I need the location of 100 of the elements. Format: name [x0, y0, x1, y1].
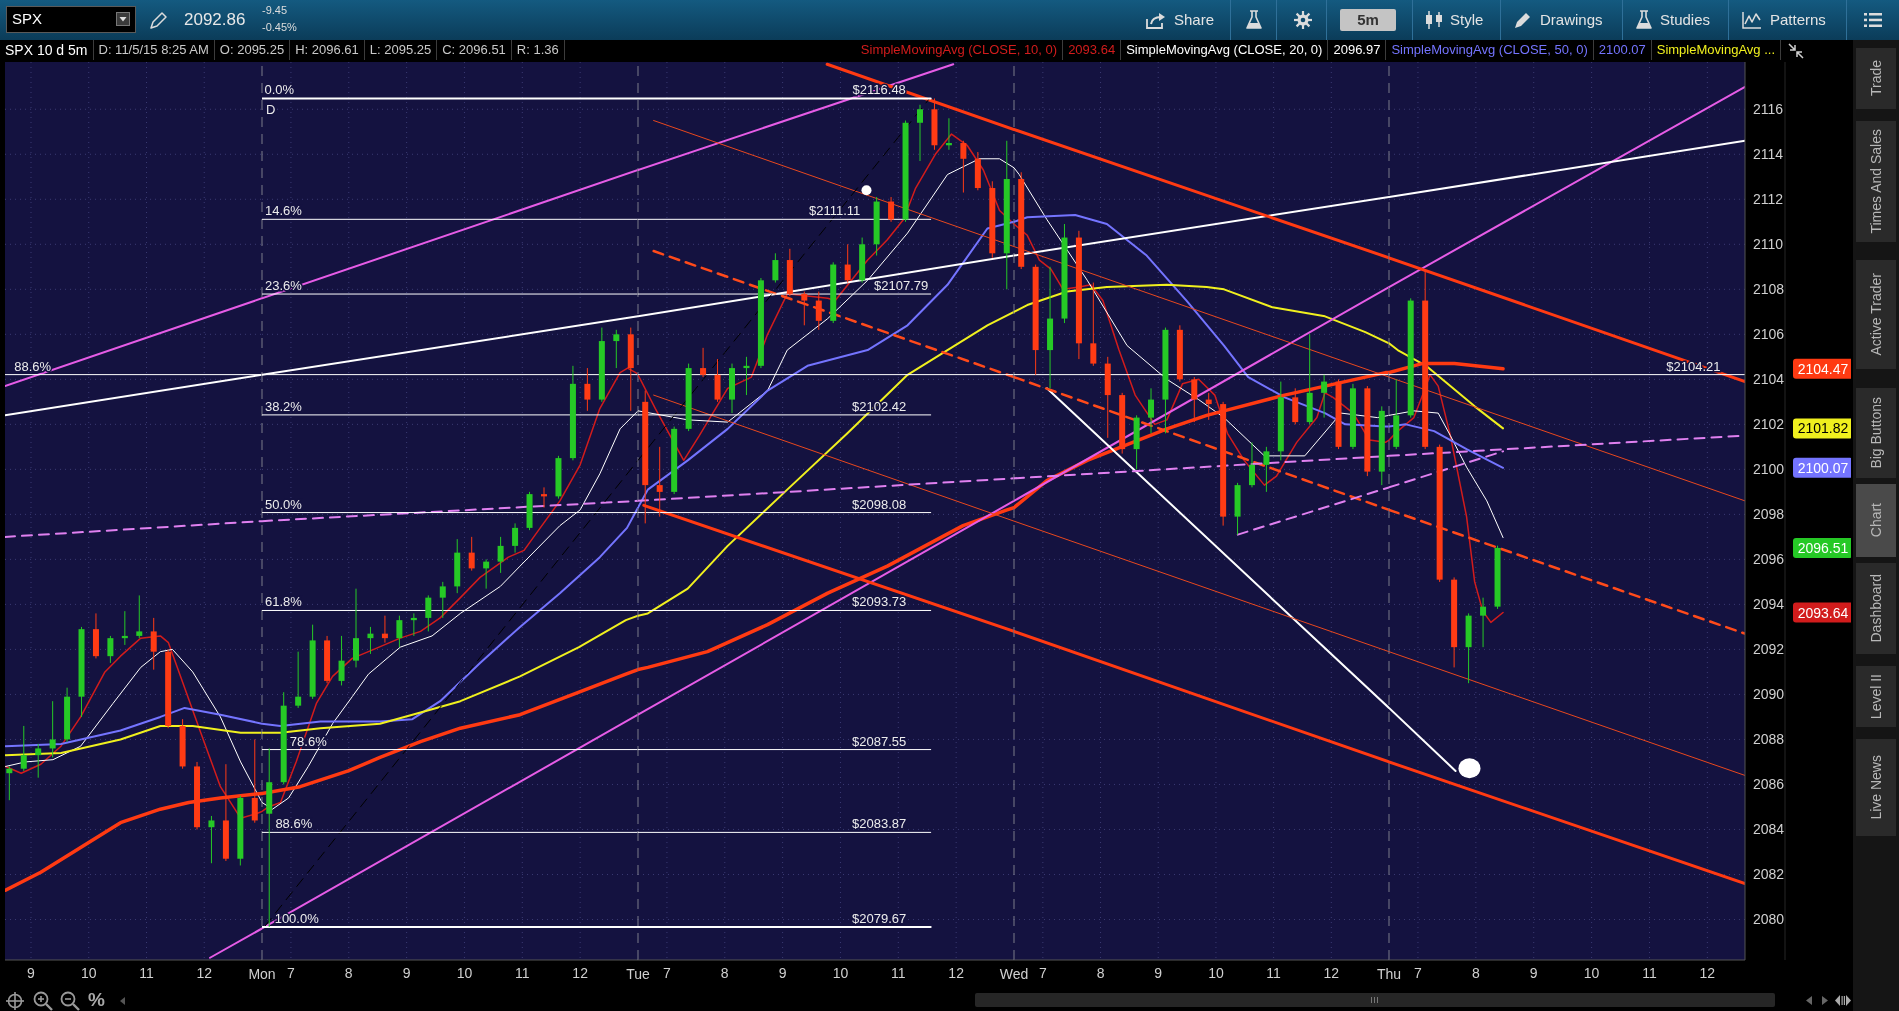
x-tick-label: 7 [663, 964, 672, 981]
text: SimpleMovingAvg (CLOSE, 20, 0) [1121, 40, 1329, 60]
text: 2093.64 [1063, 40, 1122, 60]
x-tick-label: 11 [515, 964, 530, 981]
y2-tick-label: 2101.82 [1797, 420, 1849, 437]
x-tick-label: 7 [1038, 964, 1047, 981]
x-tick-label: 12 [948, 964, 965, 981]
text: Active Trader [1868, 273, 1884, 356]
text: SimpleMovingAvg ... [1651, 40, 1781, 60]
text: -9.45 [262, 4, 288, 16]
x-tick-label: 9 [27, 964, 36, 981]
annotation: 38.2% [264, 398, 303, 414]
y-tick-label: 2096 [1753, 551, 1785, 568]
text: 5m [1340, 9, 1396, 31]
y2-tick-label: 2093.64 [1797, 604, 1849, 621]
x-tick-label: 10 [1208, 964, 1224, 981]
x-tick-label: 9 [402, 964, 411, 981]
y-tick-label: 2110 [1753, 236, 1784, 253]
ref-line-label: Thu [1376, 965, 1402, 982]
text: Share [1174, 11, 1215, 28]
text: R: 1.36 [511, 40, 565, 60]
text: SPX [12, 10, 43, 27]
annotation: $2111.11 [809, 203, 861, 219]
x-tick-label: 10 [80, 964, 97, 981]
x-tick-label: 8 [1471, 964, 1480, 981]
y-tick-label: 2080 [1753, 911, 1785, 928]
y2-tick-label: 2100.07 [1797, 459, 1849, 476]
text: 2100.07 [1593, 40, 1652, 60]
text: -0.45% [262, 21, 297, 33]
x-tick-label: 12 [1699, 964, 1716, 981]
text: H: 2096.61 [290, 40, 365, 60]
text: SimpleMovingAvg (CLOSE, 50, 0) [1386, 40, 1594, 60]
y-tick-label: 2098 [1753, 506, 1785, 523]
annotation: 23.6% [264, 278, 303, 294]
annotation: $2098.08 [852, 496, 907, 512]
x-tick-label: 9 [1154, 964, 1163, 981]
annotation: 61.8% [264, 594, 303, 610]
y2-tick-label: 2104.47 [1797, 360, 1849, 377]
annotation: 88.6% [14, 358, 52, 374]
x-tick-label: 11 [891, 964, 906, 981]
x-tick-label: 8 [1096, 964, 1105, 981]
x-tick-label: 12 [572, 964, 589, 981]
ref-line-label: Tue [626, 965, 651, 982]
y-tick-label: 2114 [1753, 146, 1784, 163]
text: Style [1450, 11, 1484, 28]
annotation: 0.0% [264, 82, 295, 98]
annotation: $2107.79 [874, 278, 929, 294]
y-tick-label: 2082 [1753, 866, 1785, 883]
text: Level II [1868, 673, 1884, 720]
x-tick-label: 9 [1529, 964, 1538, 981]
y-tick-label: 2102 [1753, 416, 1785, 433]
text: C: 2096.51 [437, 40, 512, 60]
text: Drawings [1540, 11, 1603, 28]
text: D: 11/5/15 8:25 AM [93, 40, 215, 60]
text: Times And Sales [1868, 129, 1884, 234]
x-tick-label: 9 [778, 964, 787, 981]
text: O: 2095.25 [214, 40, 291, 60]
x-tick-label: 12 [196, 964, 213, 981]
y-tick-label: 2088 [1753, 731, 1785, 748]
y-tick-label: 2112 [1753, 191, 1784, 208]
x-tick-label: 10 [832, 964, 849, 981]
y-tick-label: 2090 [1753, 686, 1785, 703]
x-tick-label: 11 [139, 964, 154, 981]
text: 2096.97 [1328, 40, 1387, 60]
annotation: $2087.55 [852, 733, 907, 749]
text: Dashboard [1868, 574, 1884, 643]
annotation: 88.6% [275, 816, 313, 832]
text: Live News [1868, 755, 1884, 820]
y-tick-label: 2086 [1753, 776, 1785, 793]
y2-tick-label: 2096.51 [1797, 539, 1849, 556]
x-tick-label: 11 [1266, 964, 1282, 981]
text: SimpleMovingAvg (CLOSE, 10, 0) [855, 40, 1064, 60]
annotation: D [265, 102, 276, 118]
text: L: 2095.25 [364, 40, 438, 60]
annotation: $2083.87 [852, 816, 907, 832]
annotation: $2093.73 [852, 594, 907, 610]
x-tick-label: 8 [344, 964, 353, 981]
x-tick-label: 10 [1583, 964, 1600, 981]
y-tick-label: 2084 [1753, 821, 1785, 838]
y-tick-label: 2106 [1753, 326, 1785, 343]
x-tick-label: 7 [1414, 964, 1423, 981]
annotation: $2079.67 [852, 910, 907, 926]
x-tick-label: 7 [287, 964, 296, 981]
y-tick-label: 2104 [1753, 371, 1785, 388]
y-tick-label: 2100 [1753, 461, 1785, 478]
y-tick-label: 2116 [1753, 101, 1784, 118]
x-tick-label: 10 [456, 964, 473, 981]
text: Big Buttons [1868, 397, 1884, 469]
x-tick-label: 11 [1642, 964, 1657, 981]
annotation: 50.0% [264, 496, 303, 512]
text: 2092.86 [184, 10, 246, 30]
text: % [88, 989, 105, 1011]
ref-line-label: Wed [999, 965, 1029, 982]
y-tick-label: 2108 [1753, 281, 1785, 298]
text: Chart [1868, 503, 1884, 538]
text: Patterns [1770, 11, 1826, 28]
x-tick-label: 8 [720, 964, 729, 981]
ref-line-label: Mon [248, 965, 276, 982]
text: Trade [1868, 60, 1884, 97]
x-tick-label: 12 [1323, 964, 1340, 981]
